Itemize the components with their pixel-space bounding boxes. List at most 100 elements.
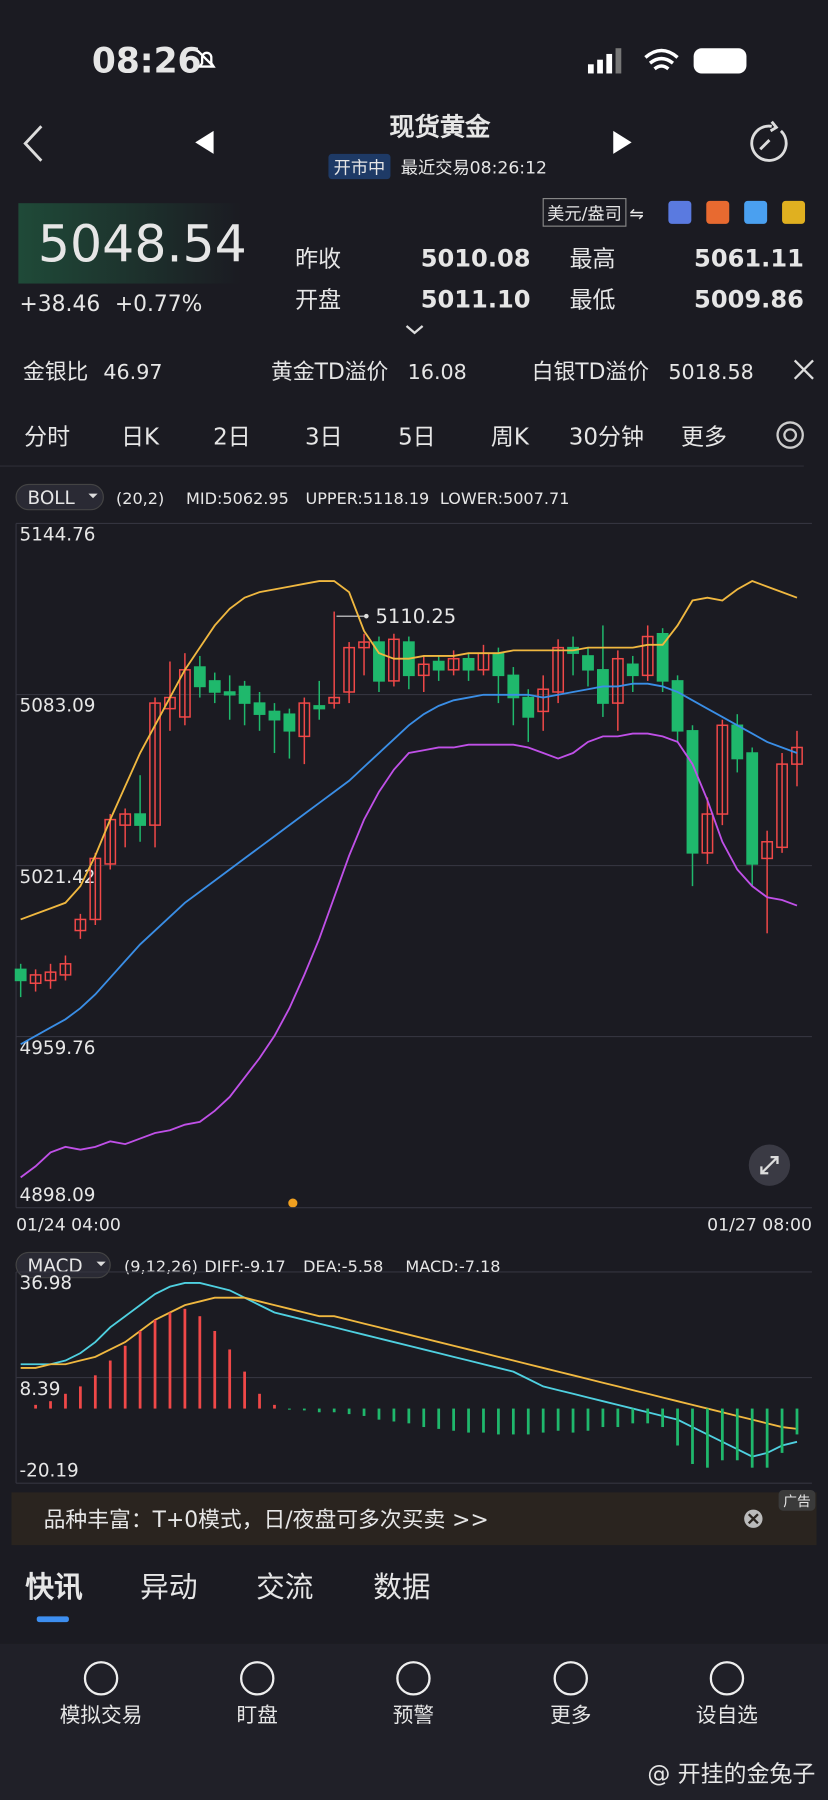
ad-tag: 广告: [783, 1494, 811, 1510]
news-tab[interactable]: 快讯: [25, 1570, 83, 1604]
candle-body: [776, 763, 788, 849]
watermark: @ 开挂的金兔子: [647, 1762, 815, 1788]
period-tab[interactable]: 日K: [121, 424, 160, 450]
candle-body: [253, 702, 266, 715]
fullscreen-icon: [760, 1155, 779, 1175]
nav-icon: [709, 1661, 745, 1696]
tool-icons: [668, 200, 806, 224]
candle-body: [447, 657, 460, 671]
ratio-label: 金银比: [23, 360, 88, 385]
macd-bar: [676, 1408, 679, 1446]
indicator-params: (9,12,26): [124, 1257, 198, 1276]
news-tab[interactable]: 数据: [373, 1570, 430, 1604]
candle-body: [238, 685, 251, 704]
candle-body: [149, 702, 161, 826]
swap-icon[interactable]: ⇋: [629, 204, 643, 224]
macd-bar: [332, 1408, 336, 1413]
y-tick-label: 5021.42: [20, 867, 96, 888]
stat-label: 开盘: [295, 288, 341, 314]
macd-bar: [556, 1408, 560, 1431]
status-badge: [328, 153, 391, 180]
candle-body: [686, 730, 699, 854]
stat-value: 5009.86: [694, 286, 804, 314]
period-tab[interactable]: 更多: [681, 424, 727, 450]
macd-bar: [437, 1408, 441, 1429]
macd-bar: [123, 1345, 127, 1409]
indicator-line: [20, 1296, 798, 1430]
annotation: 5110.25: [376, 605, 457, 628]
indicator-legend: DEA:-5.58: [303, 1257, 383, 1276]
y-tick-label: 36.98: [20, 1273, 73, 1294]
macd-bar: [467, 1408, 470, 1433]
change-pct: +0.77%: [115, 292, 203, 317]
prev-button[interactable]: [195, 130, 214, 154]
nav-label[interactable]: 更多: [550, 1703, 591, 1727]
last-trade: 最近交易08:26:12: [401, 158, 547, 178]
indicator-legend: DIFF:-9.17: [204, 1257, 285, 1276]
ratio-value: 46.97: [103, 360, 162, 384]
macd-bar: [661, 1408, 665, 1428]
stat-value: 5011.10: [421, 286, 531, 314]
indicator-legend: LOWER:5007.71: [440, 489, 570, 508]
candle-body: [14, 968, 27, 982]
close-button[interactable]: [793, 359, 814, 380]
candle-body: [671, 680, 684, 732]
macd-bar: [93, 1375, 97, 1409]
x-tick-label: 01/27 08:00: [707, 1216, 812, 1236]
period-tab[interactable]: 周K: [491, 424, 530, 450]
next-button[interactable]: [613, 130, 632, 154]
news-tab[interactable]: 交流: [256, 1570, 313, 1604]
macd-bar: [497, 1408, 500, 1435]
refresh-button[interactable]: [750, 120, 788, 162]
nav-label[interactable]: 设自选: [696, 1703, 758, 1727]
candle-body: [731, 724, 744, 760]
ratio-label: 白银TD溢价: [532, 360, 650, 385]
candle-body: [507, 674, 520, 699]
status-text: 开市中: [334, 158, 386, 178]
currency: 美元/盎司: [547, 204, 622, 224]
y-tick-label: 4959.76: [20, 1038, 96, 1059]
stat-label: 最高: [570, 246, 616, 272]
nav-label[interactable]: 模拟交易: [60, 1703, 143, 1727]
expand-chevron[interactable]: [405, 325, 424, 335]
indicator-line: [20, 1282, 798, 1458]
period-tab[interactable]: 2日: [213, 424, 251, 450]
macd-bar: [601, 1408, 605, 1428]
period-tab[interactable]: 3日: [305, 424, 343, 450]
candle-body: [373, 641, 385, 682]
period-tab[interactable]: 分时: [24, 424, 70, 450]
macd-bar: [691, 1408, 694, 1464]
y-tick-label: -20.19: [20, 1460, 79, 1481]
ad-bar[interactable]: [11, 1492, 817, 1546]
macd-bar: [795, 1408, 799, 1435]
news-tab[interactable]: 异动: [140, 1570, 197, 1604]
back-button[interactable]: [23, 125, 43, 162]
boll-selector[interactable]: [15, 483, 104, 511]
ratio-label: 黄金TD溢价: [271, 360, 389, 385]
status-time: 08:26: [92, 41, 202, 81]
macd-bar: [153, 1319, 157, 1409]
candle-body: [298, 702, 311, 738]
macd-bar: [780, 1408, 784, 1453]
settings-button[interactable]: [776, 421, 804, 449]
candle-body: [626, 663, 639, 677]
indicator-line: [20, 682, 798, 1046]
nav-label[interactable]: 盯盘: [237, 1703, 278, 1727]
period-tab[interactable]: 5日: [398, 424, 436, 450]
event-dot[interactable]: [288, 1198, 298, 1208]
macd-bar: [302, 1408, 306, 1411]
macd-bar: [288, 1408, 291, 1410]
candle-body: [716, 724, 729, 815]
macd-bar: [616, 1408, 620, 1428]
nav-label[interactable]: 预警: [393, 1703, 434, 1727]
currency-box[interactable]: [542, 198, 627, 227]
candle-body: [193, 666, 206, 688]
candle-body: [223, 691, 236, 696]
period-tab[interactable]: 30分钟: [569, 424, 644, 450]
macd-bar: [735, 1408, 739, 1461]
macd-bar: [631, 1408, 635, 1424]
macd-bar: [541, 1408, 545, 1433]
candle-body: [134, 813, 147, 826]
